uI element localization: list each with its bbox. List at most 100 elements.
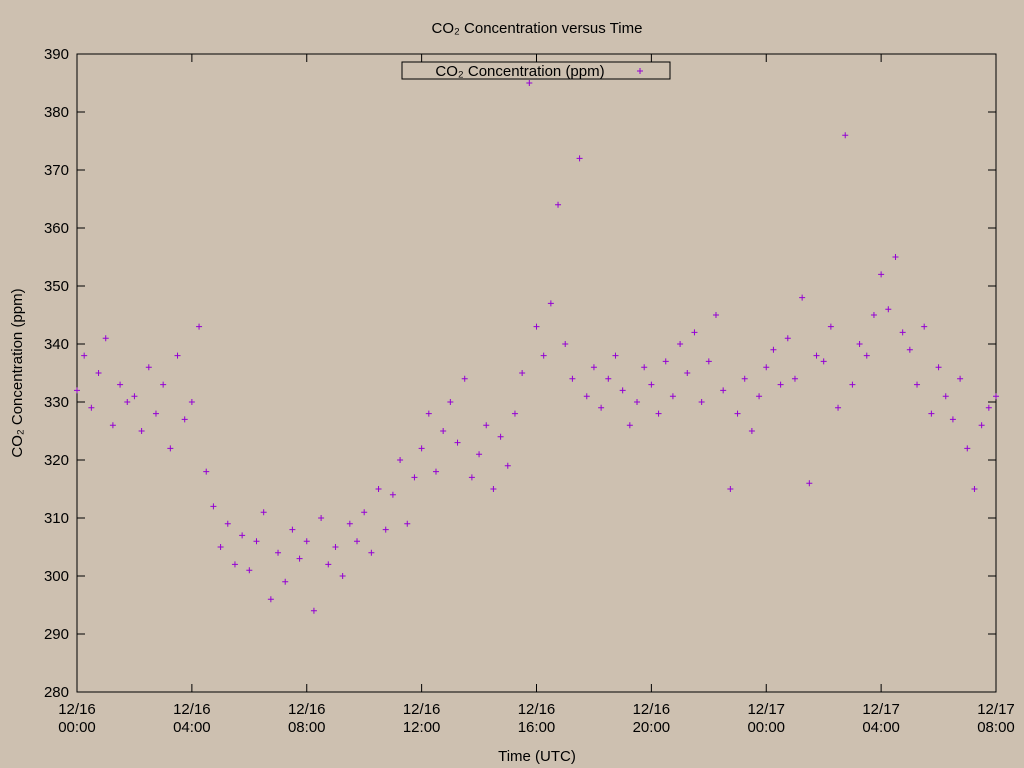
data-point xyxy=(425,410,432,417)
data-point xyxy=(152,410,159,417)
data-point xyxy=(217,544,224,550)
x-tick-label: 12/17 04:00 xyxy=(862,701,900,736)
data-point xyxy=(483,422,490,429)
data-point xyxy=(784,335,791,342)
data-point xyxy=(720,387,727,394)
data-point xyxy=(590,364,597,371)
data-point xyxy=(763,364,770,371)
data-point xyxy=(698,399,705,405)
data-point xyxy=(626,422,633,429)
data-point xyxy=(224,520,231,527)
data-point xyxy=(555,201,562,208)
data-point xyxy=(210,503,217,510)
data-point xyxy=(791,375,798,382)
data-point xyxy=(332,544,339,550)
data-point xyxy=(188,399,195,405)
x-tick-label: 12/16 20:00 xyxy=(632,701,671,736)
data-point xyxy=(511,410,518,417)
data-point xyxy=(81,352,88,359)
data-point xyxy=(540,352,547,359)
data-point xyxy=(275,549,282,556)
data-point xyxy=(942,393,949,400)
data-point xyxy=(634,399,641,405)
data-point xyxy=(712,312,719,318)
data-point xyxy=(813,352,820,359)
data-point xyxy=(863,352,870,359)
data-point xyxy=(741,375,748,382)
data-point xyxy=(325,561,332,568)
data-point xyxy=(519,370,526,376)
data-point xyxy=(88,404,95,411)
data-point xyxy=(993,393,999,400)
data-point xyxy=(921,323,928,330)
data-point xyxy=(167,445,174,452)
data-point xyxy=(497,433,504,440)
data-point xyxy=(878,271,885,278)
data-point xyxy=(339,573,346,579)
data-point xyxy=(799,294,806,301)
data-point xyxy=(203,468,210,475)
data-point xyxy=(820,358,827,365)
data-point xyxy=(870,312,877,318)
data-point xyxy=(303,538,310,545)
y-tick-label: 300 xyxy=(44,568,69,585)
data-point xyxy=(361,509,368,516)
data-point xyxy=(662,358,669,365)
data-point xyxy=(827,323,834,330)
data-point xyxy=(985,404,992,411)
data-point xyxy=(892,254,899,260)
legend-label: CO₂ Concentration (ppm) xyxy=(435,63,604,80)
data-point xyxy=(669,393,676,400)
y-tick-label: 280 xyxy=(44,684,69,701)
y-tick-label: 310 xyxy=(44,510,69,527)
data-point xyxy=(806,480,813,487)
data-point xyxy=(117,381,124,388)
data-point xyxy=(899,329,906,336)
x-tick-label: 12/17 00:00 xyxy=(747,701,786,736)
data-point xyxy=(375,486,382,492)
data-point xyxy=(354,538,361,545)
y-tick-label: 340 xyxy=(44,336,69,353)
data-point xyxy=(282,578,289,585)
data-point xyxy=(267,596,274,603)
data-point xyxy=(368,549,375,556)
data-point xyxy=(160,381,167,388)
data-point xyxy=(770,346,777,353)
data-point xyxy=(318,515,325,521)
data-point xyxy=(289,526,296,533)
data-point xyxy=(856,341,863,347)
data-point xyxy=(296,555,303,562)
data-point xyxy=(705,358,712,365)
plot-frame xyxy=(76,53,997,693)
data-point xyxy=(468,474,475,481)
data-point xyxy=(684,370,691,376)
data-point xyxy=(598,404,605,411)
data-point xyxy=(619,387,626,394)
data-point xyxy=(138,428,145,434)
data-point xyxy=(748,428,755,434)
data-point xyxy=(454,439,461,446)
legend-marker xyxy=(637,68,643,74)
data-point xyxy=(95,370,102,376)
data-point xyxy=(476,451,483,458)
chart-title: CO₂ Concentration versus Time xyxy=(432,20,643,37)
data-point xyxy=(914,381,921,388)
data-point xyxy=(835,404,842,411)
data-point xyxy=(734,410,741,417)
data-point xyxy=(777,381,784,388)
data-point xyxy=(145,364,152,371)
data-point xyxy=(231,561,238,568)
data-point xyxy=(382,526,389,533)
y-tick-label: 350 xyxy=(44,278,69,295)
data-point xyxy=(196,323,203,330)
data-point xyxy=(526,80,533,86)
data-point xyxy=(432,468,439,475)
data-point xyxy=(389,491,396,498)
x-tick-label: 12/16 12:00 xyxy=(402,701,441,736)
data-point xyxy=(253,538,260,545)
x-tick-label: 12/16 04:00 xyxy=(173,701,211,736)
data-point xyxy=(504,462,511,469)
data-point xyxy=(935,364,942,371)
